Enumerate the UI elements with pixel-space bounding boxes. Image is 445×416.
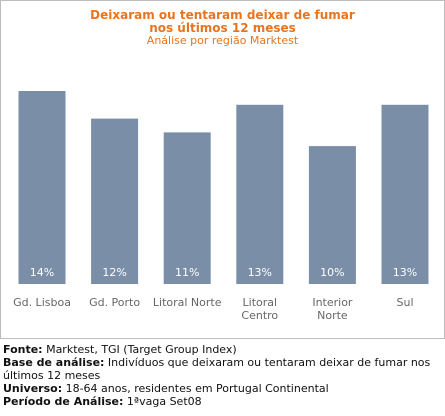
note-universo: Universo: 18-64 anos, residentes em Port… [3,382,443,395]
bar-5 [308,146,356,284]
note-base: Base de análise: Indivíduos que deixaram… [3,356,443,382]
bar-value-label-2: 12% [102,266,126,279]
category-label-4: Litoral Centro [241,296,278,322]
note-fonte-text: Marktest, TGI (Target Group Index) [42,343,237,356]
bar-2 [91,118,139,284]
note-fonte-label: Fonte: [3,343,43,356]
bar-4 [236,104,284,284]
category-label-2: Gd. Porto [89,296,140,309]
note-fonte: Fonte: Marktest, TGI (Target Group Index… [3,343,443,356]
category-label-3: Litoral Norte [153,296,222,309]
bar-chart: 14% Gd. Lisboa 12% Gd. Porto 11% Litoral Nort… [13,91,429,322]
note-base-text: Indivíduos que deixaram ou tentaram deix… [3,356,431,382]
bar-value-label-1: 14% [30,266,54,279]
bar-value-label-3: 11% [175,266,199,279]
chart-notes: Fonte: Marktest, TGI (Target Group Index… [3,343,443,408]
note-base-label: Base de análise: [3,356,105,369]
note-universo-text: 18-64 anos, residentes em Portugal Conti… [62,382,329,395]
note-periodo-label: Período de Análise: [3,395,124,408]
category-label-5: Interior Norte [312,296,353,322]
note-periodo: Período de Análise: 1ªvaga Set08 [3,395,443,408]
bar-value-label-4: 13% [248,266,272,279]
note-universo-label: Universo: [3,382,63,395]
bar-value-label-5: 10% [320,266,344,279]
chart-title: Deixaram ou tentaram deixar de fumar nos… [0,9,445,35]
bar-3 [163,132,211,284]
bar-1 [18,91,66,284]
category-label-6: Sul [396,296,413,309]
chart-title-line-2: nos últimos 12 meses [149,21,296,35]
note-periodo-text: 1ªvaga Set08 [123,395,202,408]
chart-subtitle: Análise por região Marktest [146,34,299,47]
category-label-1: Gd. Lisboa [13,296,71,309]
bar-6 [381,104,429,284]
chart-title-line-1: Deixaram ou tentaram deixar de fumar [90,8,355,22]
bar-value-label-6: 13% [393,266,417,279]
